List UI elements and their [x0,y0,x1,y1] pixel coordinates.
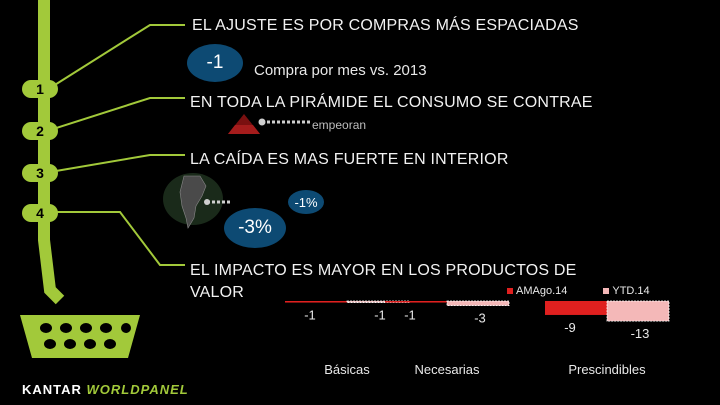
value-label-básicas-ytd: -1 [374,308,386,323]
heading-4-line1: EL IMPACTO ES MAYOR EN LOS PRODUCTOS DE [190,262,577,279]
badge-4: 4 [22,204,58,222]
value-label-básicas-amago: -1 [304,308,316,323]
bar-básicas-amago [285,301,347,303]
logo-kantar: KANTAR [22,382,87,397]
heading-1: EL AJUSTE ES POR COMPRAS MÁS ESPACIADAS [192,17,579,34]
basket-graphic [20,0,185,358]
heading-3: LA CAÍDA ES MAS FUERTE EN INTERIOR [190,151,509,168]
monthly-purchase-label: Compra por mes vs. 2013 [254,62,427,79]
interior-change-small: -1% [288,190,324,214]
interior-change-large: -3% [224,208,286,248]
legend-label-ytd: YTD.14 [612,285,650,297]
bar-básicas-ytd [346,300,410,303]
category-label-necesarias: Necesarias [414,362,480,377]
bar-necesarias-amago [385,301,447,303]
argentina-map-icon [163,173,232,229]
legend-swatch-ytd [603,288,610,294]
badge-1: 1 [22,80,58,98]
value-label-prescindibles-ytd: -13 [631,326,650,341]
category-label-básicas: Básicas [324,362,370,377]
legend-label-amago: AMAgo.14 [516,285,568,297]
heading-4-line2: VALOR [190,284,245,301]
badge-2: 2 [22,122,58,140]
logo-worldpanel: WORLDPANEL [86,382,189,397]
value-label-necesarias-amago: -1 [404,308,416,323]
heading-2: EN TODA LA PIRÁMIDE EL CONSUMO SE CONTRA… [190,94,593,111]
legend-swatch-amago [507,288,513,294]
basket-handle [38,0,65,305]
value-label-necesarias-ytd: -3 [474,311,486,326]
kantar-worldpanel-logo: KANTAR WORLDPANEL [22,382,189,397]
pyramid-icon [228,114,310,134]
bar-necesarias-ytd [446,300,510,307]
category-label-prescindibles: Prescindibles [568,362,646,377]
chart-legend: AMAgo.14 YTD.14 [507,285,650,297]
value-label-prescindibles-amago: -9 [564,320,576,335]
badge-3: 3 [22,164,58,182]
pyramid-label: empeoran [312,118,367,132]
connector-lines [49,24,185,266]
bar-prescindibles-ytd [606,300,670,322]
monthly-purchase-value: -1 [187,44,243,82]
basket-icon [20,315,140,358]
bar-prescindibles-amago [545,301,607,315]
